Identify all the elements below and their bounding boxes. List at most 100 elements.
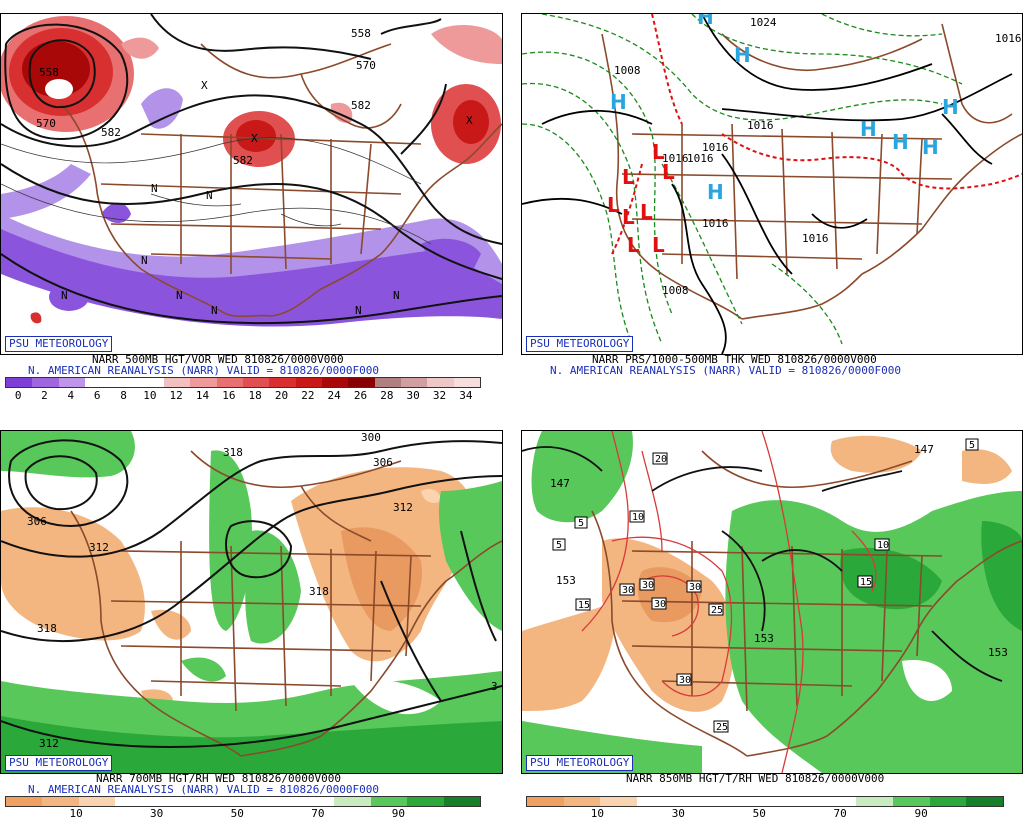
height-contours — [522, 446, 1003, 682]
height-contours — [1, 439, 502, 748]
contour-label: 147 — [550, 477, 570, 490]
low-pressure-symbol: L — [607, 193, 620, 217]
psu-meteorology-badge: PSU METEOROLOGY — [526, 336, 634, 352]
rh-colorbar-ticks: 10 30 50 70 90 — [5, 807, 479, 820]
colorbar-swatch — [673, 797, 711, 806]
vorticity-min-symbol: N — [61, 289, 68, 302]
colorbar-tick-label: 30 — [406, 389, 420, 402]
vorticity-min-symbol: N — [141, 254, 148, 267]
colorbar-tick-label: 50 — [230, 807, 244, 820]
high-pressure-symbol: H — [734, 43, 751, 67]
colorbar-tick-label: 30 — [671, 807, 685, 820]
caption-line-2: N. AMERICAN REANALYSIS (NARR) VALID = 81… — [28, 783, 379, 796]
high-pressure-symbol: H — [697, 14, 714, 29]
contour-label: 153 — [754, 632, 774, 645]
colorbar-swatch — [188, 797, 225, 806]
vorticity-colorbar — [5, 377, 481, 388]
contour-label: 558 — [39, 66, 59, 79]
colorbar-swatch — [42, 797, 79, 806]
panel-850mb-height-temp-rh: 147 147 153 153 153 20 10 5 5 15 30 — [512, 409, 1024, 820]
rh-colorbar — [5, 796, 481, 807]
map-500mb: 558 570 582 582 582 558 570 N N N N N N … — [0, 13, 503, 355]
temperature-box-labels: 20 10 5 5 15 30 30 30 30 25 30 — [552, 438, 979, 733]
temperature-label: 5 — [578, 518, 584, 529]
low-pressure-symbol: L — [640, 200, 653, 224]
contour-label: 570 — [356, 59, 376, 72]
high-pressure-symbol: H — [922, 135, 939, 159]
colorbar-swatch — [84, 378, 112, 387]
colorbar-swatch — [407, 797, 444, 806]
isobar-label: 1008 — [614, 64, 641, 77]
low-pressure-centers: L L L L L L L L — [607, 140, 675, 257]
caption-line-1: NARR 700MB HGT/RH WED 810826/0000V000 — [96, 772, 342, 785]
map-mslp: 1024 1016 1016 1016 1016 1016 1016 1008 … — [521, 13, 1023, 355]
contour-label: 312 — [89, 541, 109, 554]
vorticity-colorbar-ticks: 0 2 4 6 8 10 12 14 16 18 20 22 24 26 28 30 32 34 — [5, 390, 479, 404]
colorbar-tick-label: 26 — [353, 389, 368, 402]
colorbar-tick-label: 50 — [752, 807, 766, 820]
thickness-contours — [522, 14, 963, 345]
vorticity-max-symbol: X — [201, 79, 208, 92]
contour-label: 318 — [309, 585, 329, 598]
temperature-label: 10 — [632, 512, 644, 523]
isobar-label: 1024 — [750, 16, 777, 29]
colorbar-tick-label: 30 — [150, 807, 164, 820]
psu-meteorology-badge: PSU METEOROLOGY — [526, 755, 634, 771]
contour-label: 153 — [988, 646, 1008, 659]
high-pressure-symbol: H — [860, 117, 877, 141]
colorbar-tick-label: 70 — [833, 807, 847, 820]
contour-label: 153 — [556, 574, 576, 587]
temperature-label: 30 — [622, 585, 634, 596]
vorticity-min-symbol: N — [393, 289, 400, 302]
temperature-label: 5 — [556, 540, 562, 551]
colorbar-tick-label: 8 — [120, 389, 127, 402]
colorbar-swatch — [297, 797, 335, 806]
panel-500mb-height-vorticity: 558 570 582 582 582 558 570 N N N N N N … — [0, 0, 512, 409]
low-pressure-symbol: L — [627, 233, 640, 257]
moist-air-shading — [1, 431, 502, 773]
vorticity-max-symbol: X — [466, 114, 473, 127]
panel-mslp-thickness: 1024 1016 1016 1016 1016 1016 1016 1008 … — [512, 0, 1024, 409]
caption-line-1: NARR PRS/1000-500MB THK WED 810826/0000V… — [592, 353, 877, 366]
colorbar-swatch — [261, 797, 298, 806]
caption-line-2: N. AMERICAN REANALYSIS (NARR) VALID = 81… — [550, 364, 901, 377]
colorbar-tick-label: 32 — [432, 389, 447, 402]
caption-line-2: N. AMERICAN REANALYSIS (NARR) VALID = 81… — [28, 364, 379, 377]
colorbar-swatch — [242, 378, 270, 387]
high-pressure-symbol: H — [610, 90, 627, 114]
high-pressure-symbol: H — [942, 95, 959, 119]
moist-air-shading — [522, 431, 1022, 773]
colorbar-swatch — [746, 797, 784, 806]
colorbar-swatch — [151, 797, 189, 806]
colorbar-tick-label: 2 — [41, 389, 48, 402]
vorticity-min-symbol: N — [355, 304, 362, 317]
contour-label: 300 — [361, 431, 381, 444]
panel-700mb-height-rh: 300 306 306 312 312 318 318 318 312 3 PS… — [0, 409, 512, 820]
colorbar-swatch — [400, 378, 428, 387]
temperature-label: 20 — [655, 454, 667, 465]
low-pressure-symbol: L — [652, 140, 665, 164]
negative-vorticity-shading — [1, 88, 502, 354]
contour-label: 582 — [101, 126, 121, 139]
colorbar-swatch — [636, 797, 674, 806]
colorbar-tick-label: 90 — [391, 807, 406, 820]
isobar-label: 1016 — [995, 32, 1022, 45]
contour-labels: 147 147 153 153 153 — [550, 443, 1008, 659]
contour-label: 582 — [233, 154, 253, 167]
rh-colorbar-ticks: 10 30 50 70 90 — [526, 807, 1002, 820]
colorbar-swatch — [334, 797, 371, 806]
isobar-label: 1016 — [662, 152, 689, 165]
colorbar-swatch — [527, 797, 564, 806]
colorbar-swatch — [600, 797, 637, 806]
temperature-label: 5 — [969, 440, 975, 451]
colorbar-swatch — [321, 378, 349, 387]
colorbar-swatch — [115, 797, 152, 806]
low-pressure-symbol: L — [622, 205, 635, 229]
colorbar-tick-label: 90 — [914, 807, 928, 820]
vorticity-min-symbol: N — [151, 182, 158, 195]
psu-meteorology-badge: PSU METEOROLOGY — [5, 755, 113, 771]
map-700mb: 300 306 306 312 312 318 318 318 312 3 PS… — [0, 430, 503, 774]
psu-meteorology-badge: PSU METEOROLOGY — [5, 336, 113, 352]
colorbar-tick-label: 10 — [69, 807, 83, 820]
contour-label: 306 — [373, 456, 393, 469]
